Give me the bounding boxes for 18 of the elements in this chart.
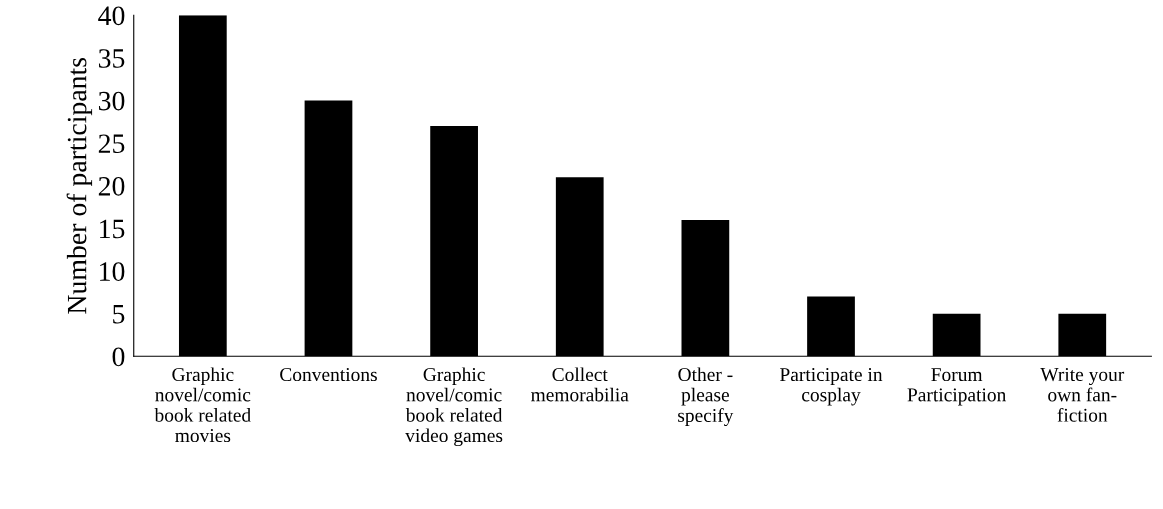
y-tick-label: 20 xyxy=(98,176,125,196)
y-tick-label: 10 xyxy=(100,262,125,281)
x-tick-label: Collect memorabilia xyxy=(531,367,629,402)
y-tick-label: 40 xyxy=(98,6,125,26)
x-tick-label: Participate in cosplay xyxy=(780,368,883,406)
y-tick-label: 0 xyxy=(112,347,125,367)
y-tick-label: 5 xyxy=(113,305,125,324)
x-tick-label: Graphic novel/comic book related video games xyxy=(405,367,503,447)
y-tick-label: 35 xyxy=(98,49,125,68)
y-tick-label: 30 xyxy=(98,91,125,111)
x-tick-label: Write your own fan- fiction xyxy=(1040,367,1125,422)
x-tick-label: Other - please specify xyxy=(678,367,734,426)
x-tick-label: Conventions xyxy=(280,368,377,382)
x-tick-label: Forum Participation xyxy=(907,368,1007,406)
x-tick-label: Graphic novel/comic book related movies xyxy=(154,367,251,443)
y-tick-label: 15 xyxy=(100,219,125,239)
y-axis-title: Number of participants xyxy=(66,57,93,314)
y-tick-label: 25 xyxy=(98,134,125,154)
